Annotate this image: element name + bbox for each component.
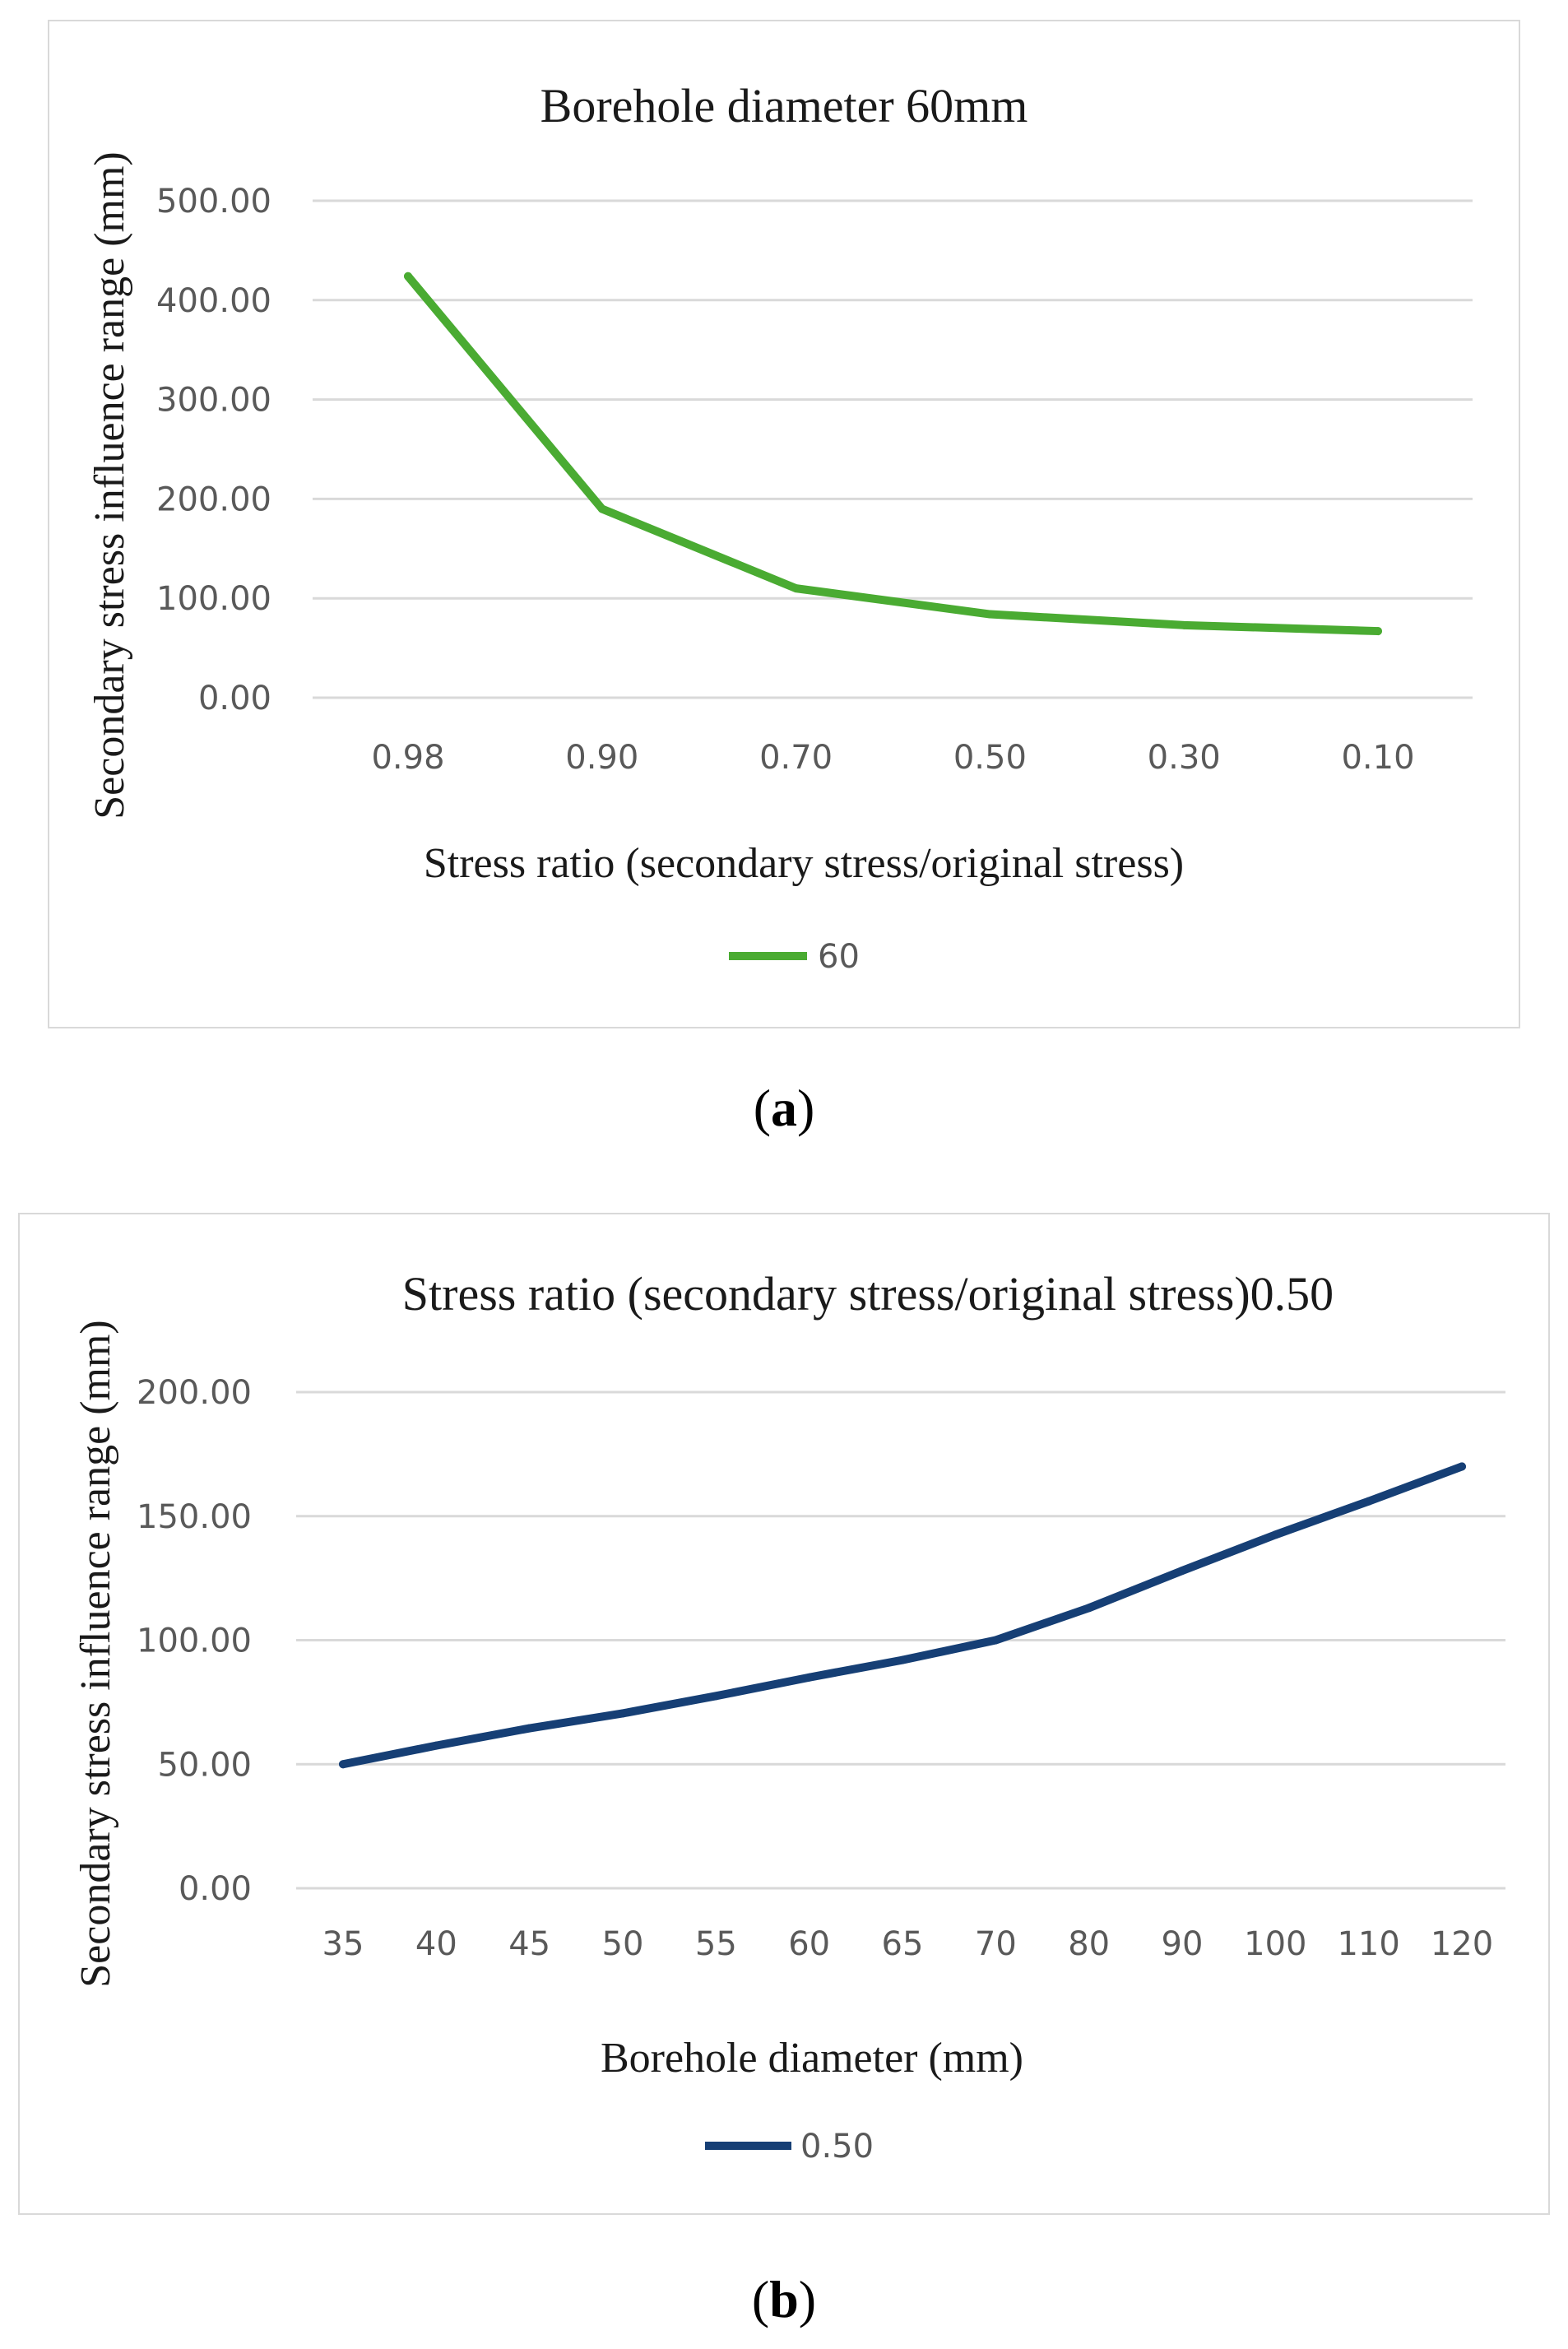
data-point — [805, 1673, 814, 1682]
data-point — [432, 1741, 441, 1750]
x-tick-label: 70 — [975, 1925, 1017, 1963]
series-a — [404, 272, 1382, 636]
data-point — [1271, 1530, 1280, 1539]
caption-letter-a: a — [771, 1079, 797, 1137]
x-tick-label: 0.10 — [1341, 739, 1414, 777]
x-tick-labels-a: 0.98 0.90 0.70 0.50 0.30 0.10 — [371, 739, 1414, 777]
data-point — [1364, 1497, 1373, 1506]
chart-title-a: Borehole diameter 60mm — [540, 79, 1028, 132]
series-line — [339, 1462, 1466, 1769]
y-tick-label: 150.00 — [137, 1498, 252, 1536]
x-tick-label: 35 — [322, 1925, 364, 1963]
y-tick-label: 100.00 — [156, 580, 271, 618]
x-tick-label: 0.30 — [1148, 739, 1221, 777]
series-line — [404, 272, 1382, 636]
data-point — [339, 1760, 347, 1769]
x-axis-label-a: Stress ratio (secondary stress/original … — [424, 840, 1184, 887]
x-tick-label: 90 — [1162, 1925, 1204, 1963]
data-point — [1178, 1567, 1186, 1576]
x-tick-label: 55 — [695, 1925, 737, 1963]
x-tick-label: 50 — [602, 1925, 644, 1963]
data-point — [898, 1655, 907, 1664]
x-tick-label: 40 — [415, 1925, 457, 1963]
y-tick-label: 0.00 — [198, 680, 271, 717]
y-tick-label: 400.00 — [156, 282, 271, 320]
caption-b: (b) — [751, 2270, 817, 2328]
data-point — [1084, 1604, 1093, 1613]
y-axis-label-a: Secondary stress influence range (mm) — [86, 151, 133, 819]
legend-label-b: 0.50 — [800, 2128, 874, 2166]
data-point — [1180, 620, 1189, 629]
y-tick-label: 0.00 — [179, 1870, 252, 1908]
y-tick-label: 500.00 — [156, 183, 271, 221]
caption-a: (a) — [753, 1079, 815, 1137]
data-point — [712, 1692, 721, 1701]
chart-panel-b — [18, 1213, 1550, 2215]
data-point — [1374, 627, 1382, 636]
x-tick-label: 110 — [1337, 1925, 1399, 1963]
y-tick-label: 100.00 — [137, 1622, 252, 1660]
data-point — [619, 1709, 627, 1718]
data-point — [404, 272, 412, 281]
x-tick-label: 60 — [788, 1925, 830, 1963]
caption-letter-b: b — [769, 2270, 799, 2328]
x-tick-label: 0.98 — [371, 739, 444, 777]
y-tick-labels-b: 0.00 50.00 100.00 150.00 200.00 — [137, 1374, 252, 1908]
data-point — [1458, 1462, 1466, 1471]
data-point — [791, 584, 800, 593]
chart-b: 0.00 50.00 100.00 150.00 200.00 35 40 45 50 55 60… — [72, 1267, 1505, 2166]
x-tick-label: 100 — [1244, 1925, 1306, 1963]
x-tick-label: 0.90 — [565, 739, 638, 777]
y-tick-label: 50.00 — [157, 1746, 252, 1784]
x-tick-labels-b: 35 40 45 50 55 60 65 70 80 90 100 110 120 — [322, 1925, 1494, 1963]
gridlines-a — [313, 199, 1473, 699]
y-tick-label: 300.00 — [156, 382, 271, 420]
legend-b: 0.50 — [705, 2128, 874, 2166]
data-point — [525, 1724, 534, 1733]
x-tick-label: 120 — [1431, 1925, 1493, 1963]
x-tick-label: 80 — [1068, 1925, 1110, 1963]
data-point — [986, 610, 995, 619]
y-tick-labels-a: 0.00 100.00 200.00 300.00 400.00 500.00 — [156, 183, 271, 717]
legend-a: 60 — [729, 938, 860, 976]
chart-title-b: Stress ratio (secondary stress/original … — [402, 1267, 1334, 1321]
x-tick-label: 0.50 — [953, 739, 1027, 777]
y-tick-label: 200.00 — [137, 1374, 252, 1412]
y-tick-label: 200.00 — [156, 480, 271, 518]
x-axis-label-b: Borehole diameter (mm) — [601, 2035, 1023, 2082]
chart-panel-a — [48, 20, 1520, 1028]
gridlines-b — [296, 1390, 1505, 1890]
x-tick-label: 65 — [882, 1925, 924, 1963]
x-tick-label: 0.70 — [759, 739, 833, 777]
legend-label-a: 60 — [818, 938, 860, 976]
series-b — [339, 1462, 1466, 1769]
data-point — [597, 504, 606, 513]
y-axis-label-b: Secondary stress influence range (mm) — [72, 1320, 119, 1987]
data-point — [991, 1636, 1000, 1645]
x-tick-label: 45 — [508, 1925, 550, 1963]
